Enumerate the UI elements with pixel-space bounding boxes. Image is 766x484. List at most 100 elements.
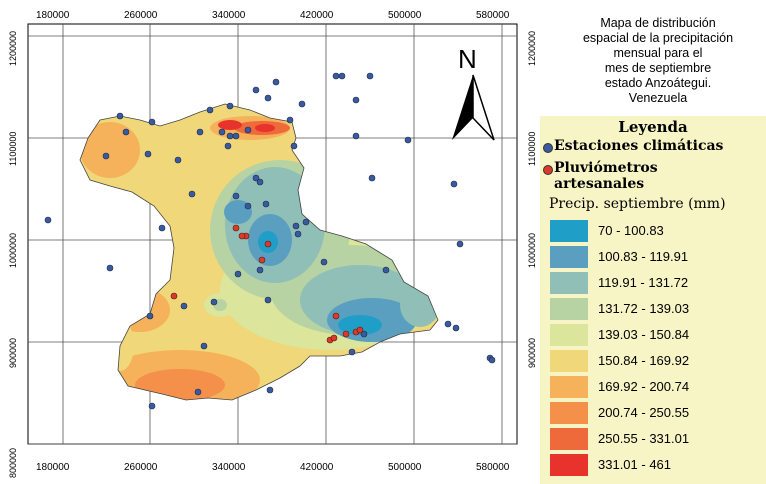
precip-class-label: 139.03 - 150.84	[598, 327, 690, 342]
climate-station-marker	[244, 202, 252, 210]
x-tick-bottom-3: 420000	[300, 462, 334, 473]
climate-station-marker	[210, 298, 218, 306]
climate-station-marker	[226, 132, 234, 140]
north-arrow-icon: N	[452, 44, 495, 141]
title-line-5: Venezuela	[628, 91, 688, 105]
climate-station-marker	[116, 112, 124, 120]
title-line-1: espacial de la precipitación	[582, 31, 734, 45]
rain-gauge-marker	[264, 240, 272, 248]
climate-station-marker	[106, 264, 114, 272]
climate-station-marker	[348, 348, 356, 356]
climate-station-marker	[256, 178, 264, 186]
climate-station-marker	[286, 116, 294, 124]
climate-station-marker	[252, 86, 260, 94]
rain-gauge-marker	[332, 312, 340, 320]
climate-station-marker	[44, 216, 52, 224]
climate-station-marker	[232, 192, 240, 200]
climate-station-marker	[234, 270, 242, 278]
climate-station-marker	[290, 142, 298, 150]
climate-station-marker	[224, 142, 232, 150]
climate-station-marker	[272, 78, 280, 86]
climate-station-marker	[226, 102, 234, 110]
climate-station-marker	[450, 180, 458, 188]
precip-class-swatch	[550, 350, 588, 372]
y-tick-right-3: 900000	[527, 338, 537, 368]
precip-class-swatch	[550, 220, 588, 242]
climate-station-marker	[298, 100, 306, 108]
x-tick-top-2: 340000	[212, 10, 246, 21]
legend-title: Leyenda	[618, 118, 688, 136]
x-tick-top-4: 500000	[388, 10, 422, 21]
climate-station-marker	[244, 126, 252, 134]
climate-station-marker	[404, 136, 412, 144]
title-line-4: estado Anzoátegui.	[604, 76, 712, 90]
climate-station-marker	[360, 330, 368, 338]
climate-stations	[44, 72, 496, 410]
legend-pluvio-label-1: Pluviómetros	[554, 160, 658, 176]
climate-station-marker	[232, 132, 240, 140]
climate-station-marker	[174, 156, 182, 164]
rain-gauge-marker	[342, 330, 350, 338]
climate-station-marker	[146, 312, 154, 320]
y-tick-right-1: 1100000	[527, 132, 537, 166]
climate-station-marker	[338, 72, 346, 80]
y-tick-left-4: 800000	[8, 448, 18, 478]
climate-station-marker	[148, 402, 156, 410]
precip-legend-title: Precip. septiembre (mm)	[549, 196, 726, 212]
climate-station-marker	[456, 240, 464, 248]
x-tick-bottom-0: 180000	[36, 462, 70, 473]
climate-station-marker	[382, 266, 390, 274]
precip-class-label: 70 - 100.83	[598, 223, 664, 238]
title-line-3: mes de septiembre	[604, 61, 712, 75]
climate-station-marker	[262, 200, 270, 208]
rain-gauge-marker	[356, 326, 364, 334]
climate-station-marker	[444, 320, 452, 328]
y-tick-left-2: 1000000	[8, 233, 18, 268]
artisanal-rain-gauges	[170, 224, 364, 344]
climate-station-marker	[294, 230, 302, 238]
precip-class-label: 131.72 - 139.03	[598, 301, 690, 316]
climate-station-marker	[352, 132, 360, 140]
precip-class-label: 119.91 - 131.72	[598, 275, 689, 290]
climate-station-marker	[194, 388, 202, 396]
climate-station-marker	[292, 222, 300, 230]
precip-class-label: 250.55 - 331.01	[598, 431, 690, 446]
x-tick-bottom-2: 340000	[212, 462, 246, 473]
precip-class-swatch	[550, 454, 588, 476]
x-tick-top-1: 260000	[124, 10, 158, 21]
climate-station-marker	[368, 174, 376, 182]
climate-station-marker	[252, 174, 260, 182]
climate-station-marker	[200, 342, 208, 350]
x-tick-bottom-5: 580000	[476, 462, 510, 473]
climate-station-marker	[188, 190, 196, 198]
precip-class-swatch	[550, 272, 588, 294]
climate-station-marker	[256, 266, 264, 274]
climate-station-marker	[206, 106, 214, 114]
climate-station-marker	[102, 152, 110, 160]
climate-station-marker	[148, 118, 156, 126]
climate-station-marker	[320, 258, 328, 266]
precip-class-label: 169.92 - 200.74	[598, 379, 690, 394]
x-tick-top-0: 180000	[36, 10, 70, 21]
precip-class-label: 200.74 - 250.55	[598, 405, 690, 420]
precip-class-swatch	[550, 402, 588, 424]
legend-pluvio-label-2: artesanales	[554, 176, 645, 192]
y-tick-right-2: 1000000	[527, 233, 537, 268]
x-tick-top-5: 580000	[476, 10, 510, 21]
x-tick-bottom-4: 500000	[388, 462, 422, 473]
climate-station-marker	[158, 224, 166, 232]
climate-station-marker	[452, 324, 460, 332]
y-tick-left-3: 900000	[8, 338, 18, 368]
y-tick-right-0: 1200000	[527, 31, 537, 66]
precip-class-swatch	[550, 428, 588, 450]
x-tick-top-3: 420000	[300, 10, 334, 21]
pluvio-symbol-icon	[543, 165, 553, 175]
climate-station-marker	[302, 218, 310, 226]
precip-class-swatch	[550, 298, 588, 320]
rain-gauge-marker	[258, 256, 266, 264]
climate-station-marker	[264, 296, 272, 304]
climate-station-marker	[488, 356, 496, 364]
title-line-2: mensual para el	[613, 46, 703, 60]
climate-station-marker	[218, 128, 226, 136]
